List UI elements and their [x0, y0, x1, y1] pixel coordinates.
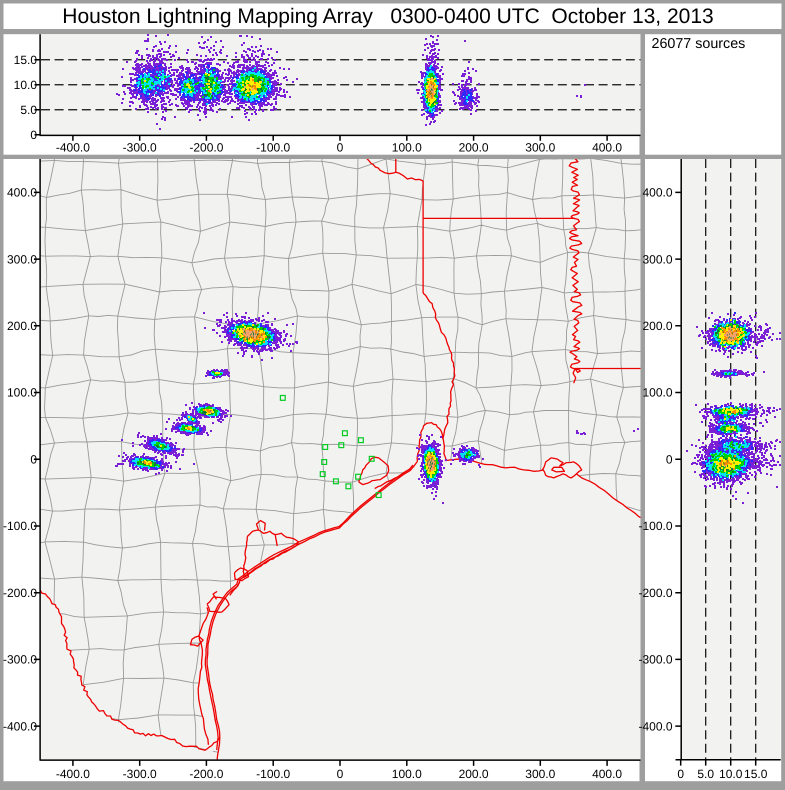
svg-text:Houston Lightning Mapping Arra: Houston Lightning Mapping Array 0300-040… — [62, 5, 713, 28]
svg-text:-300.0: -300.0 — [638, 653, 672, 667]
svg-text:-100.0: -100.0 — [638, 519, 672, 533]
svg-text:100.0: 100.0 — [392, 767, 422, 781]
svg-text:-400.0: -400.0 — [56, 141, 90, 155]
svg-text:400.0: 400.0 — [592, 141, 622, 155]
svg-text:0: 0 — [666, 452, 673, 466]
svg-text:-200.0: -200.0 — [638, 586, 672, 600]
svg-text:-100.0: -100.0 — [256, 141, 290, 155]
svg-text:10.0: 10.0 — [14, 78, 38, 92]
svg-text:-400.0: -400.0 — [3, 719, 37, 733]
svg-text:0: 0 — [677, 767, 684, 781]
svg-text:15.0: 15.0 — [14, 53, 38, 67]
svg-text:5.0: 5.0 — [20, 103, 37, 117]
svg-text:10.0: 10.0 — [719, 767, 743, 781]
svg-text:0: 0 — [337, 767, 344, 781]
svg-text:200.0: 200.0 — [459, 141, 489, 155]
svg-text:300.0: 300.0 — [525, 141, 555, 155]
svg-text:-100.0: -100.0 — [3, 519, 37, 533]
svg-text:-400.0: -400.0 — [56, 767, 90, 781]
svg-text:0: 0 — [30, 452, 37, 466]
svg-text:0: 0 — [337, 141, 344, 155]
svg-text:100.0: 100.0 — [392, 141, 422, 155]
svg-text:-300.0: -300.0 — [123, 767, 157, 781]
svg-text:5.0: 5.0 — [697, 767, 714, 781]
svg-text:100.0: 100.0 — [642, 386, 672, 400]
svg-text:-200.0: -200.0 — [3, 586, 37, 600]
svg-text:300.0: 300.0 — [7, 252, 37, 266]
svg-text:-300.0: -300.0 — [3, 653, 37, 667]
svg-text:-300.0: -300.0 — [123, 141, 157, 155]
svg-text:-200.0: -200.0 — [189, 767, 223, 781]
svg-text:0: 0 — [30, 128, 37, 142]
svg-text:15.0: 15.0 — [744, 767, 768, 781]
svg-text:300.0: 300.0 — [525, 767, 555, 781]
svg-text:100.0: 100.0 — [7, 386, 37, 400]
svg-text:300.0: 300.0 — [642, 252, 672, 266]
svg-text:200.0: 200.0 — [642, 319, 672, 333]
svg-text:-100.0: -100.0 — [256, 767, 290, 781]
svg-text:26077 sources: 26077 sources — [652, 36, 746, 52]
svg-text:-400.0: -400.0 — [638, 719, 672, 733]
svg-text:400.0: 400.0 — [642, 186, 672, 200]
svg-text:400.0: 400.0 — [7, 186, 37, 200]
svg-text:400.0: 400.0 — [592, 767, 622, 781]
svg-text:200.0: 200.0 — [459, 767, 489, 781]
svg-text:-200.0: -200.0 — [189, 141, 223, 155]
svg-text:200.0: 200.0 — [7, 319, 37, 333]
